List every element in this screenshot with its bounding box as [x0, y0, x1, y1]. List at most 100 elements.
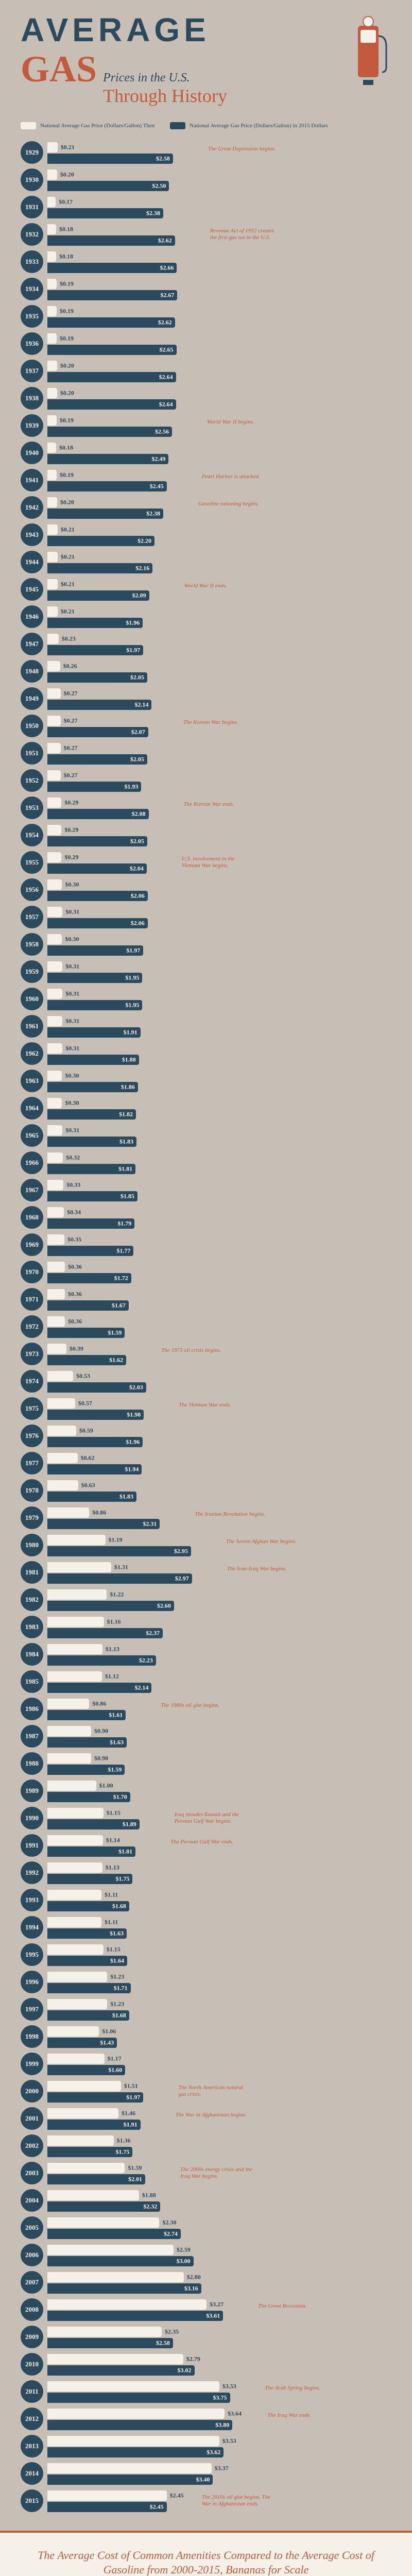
bar-pair: $0.31$2.06 [47, 906, 391, 928]
bar-nominal: $0.31 [47, 1125, 62, 1136]
bar-adjusted: $2.74 [47, 2229, 181, 2239]
bar-adjusted: $2.38 [47, 208, 163, 218]
value-nominal: $0.20 [60, 171, 74, 178]
value-adjusted: $2.16 [135, 564, 149, 572]
value-nominal: $0.26 [63, 662, 77, 670]
bar-nominal: $0.29 [47, 798, 61, 808]
chart-row: 2010$2.79$3.02 [21, 2351, 391, 2377]
value-adjusted: $1.68 [112, 2011, 126, 2019]
value-adjusted: $1.89 [123, 1820, 136, 1828]
value-adjusted: $2.50 [152, 182, 166, 190]
value-nominal: $3.27 [210, 2300, 224, 2308]
value-adjusted: $2.62 [158, 236, 172, 244]
bar-adjusted: $1.93 [47, 782, 141, 792]
value-nominal: $1.15 [107, 1809, 121, 1817]
year-badge: 1947 [21, 633, 43, 655]
value-nominal: $1.06 [102, 2027, 116, 2035]
bar-nominal: $0.33 [47, 1180, 63, 1190]
chart-row: 1934$0.19$2.67 [21, 276, 391, 302]
value-adjusted: $2.45 [150, 2503, 164, 2511]
chart-row: 1946$0.21$1.96 [21, 604, 391, 630]
value-adjusted: $1.94 [125, 1465, 139, 1473]
year-badge: 1939 [21, 414, 43, 437]
bar-adjusted: $1.64 [47, 1956, 127, 1966]
value-adjusted: $2.14 [134, 1684, 148, 1691]
chart-row: 1936 $0.19 $2.65 [21, 331, 391, 357]
value-adjusted: $3.62 [207, 2448, 220, 2456]
bar-adjusted: $2.31 [47, 1519, 160, 1529]
bar-nominal: $0.23 [47, 634, 59, 644]
value-nominal: $0.29 [64, 826, 78, 834]
bar-adjusted: $1.72 [47, 1273, 131, 1283]
bar-pair: $1.23 $1.71 [47, 1971, 391, 1993]
year-badge: 2012 [21, 2408, 43, 2430]
value-nominal: $3.53 [222, 2382, 236, 2390]
value-adjusted: $1.72 [114, 1274, 128, 1282]
bar-adjusted: $2.62 [47, 317, 175, 328]
value-nominal: $1.23 [110, 1973, 124, 1980]
value-nominal: $0.21 [61, 607, 75, 615]
year-badge: 1940 [21, 442, 43, 464]
value-adjusted: $2.67 [160, 291, 174, 299]
bar-adjusted: $1.83 [47, 1492, 136, 1502]
chart-row: 2007$2.80$3.16 [21, 2269, 391, 2295]
bar-pair: $2.79$3.02 [47, 2353, 391, 2376]
bar-nominal: $0.21 [47, 579, 58, 589]
bar-adjusted: $1.63 [47, 1928, 127, 1939]
bar-adjusted: $1.59 [47, 1328, 125, 1338]
year-badge: 1954 [21, 824, 43, 846]
year-badge: 1936 [21, 332, 43, 355]
bar-pair: $1.13$1.75 [47, 1861, 391, 1884]
bar-nominal: $0.90 [47, 1726, 91, 1736]
value-adjusted: $1.71 [114, 1984, 128, 1992]
value-nominal: $0.31 [65, 1044, 79, 1052]
value-adjusted: $1.81 [118, 1848, 132, 1855]
bar-adjusted: $2.50 [47, 181, 169, 191]
value-adjusted: $1.62 [109, 1356, 123, 1364]
callout: Iraq invades Kuwait and the Persian Gulf… [175, 1811, 247, 1825]
bar-adjusted: $1.63 [47, 1737, 127, 1748]
year-badge: 1997 [21, 1998, 43, 2021]
chart-row: 1950$0.27$2.07The Korean War begins. [21, 713, 391, 739]
year-badge: 1935 [21, 305, 43, 328]
bar-adjusted: $2.49 [47, 454, 168, 464]
title-sub: Prices in the U.S. [103, 71, 227, 85]
bar-nominal: $0.18 [47, 224, 56, 234]
year-badge: 1959 [21, 960, 43, 983]
year-badge: 1957 [21, 906, 43, 928]
year-badge: 1953 [21, 796, 43, 819]
value-adjusted: $3.00 [177, 2257, 191, 2265]
callout: The Vietnam War ends. [179, 1402, 231, 1409]
year-badge: 1998 [21, 2025, 43, 2048]
value-nominal: $0.19 [60, 334, 74, 342]
chart-row: 1942$0.20$2.38Gasoline rationing begins. [21, 495, 391, 520]
value-nominal: $0.21 [61, 553, 75, 561]
value-adjusted: $2.14 [134, 701, 148, 708]
chart-row: 1995$1.15$1.64 [21, 1942, 391, 1968]
bar-nominal: $1.88 [47, 2190, 139, 2200]
bar-pair: $1.17$1.60 [47, 2053, 391, 2075]
year-badge: 1973 [21, 1343, 43, 1365]
year-badge: 1964 [21, 1097, 43, 1120]
year-badge: 1965 [21, 1124, 43, 1147]
bar-nominal: $0.20 [47, 497, 57, 507]
year-badge: 1985 [21, 1670, 43, 1693]
year-badge: 2002 [21, 2134, 43, 2157]
callout: The War in Afghanistan begins. [176, 2112, 247, 2119]
chart-row: 2005$2.30$2.74 [21, 2215, 391, 2241]
year-badge: 1960 [21, 988, 43, 1010]
year-badge: 1950 [21, 715, 43, 737]
bar-nominal: $1.13 [47, 1862, 102, 1873]
chart-row: 1989$1.00$1.70 [21, 1778, 391, 1804]
bar-nominal: $0.26 [47, 661, 60, 671]
value-nominal: $0.20 [60, 389, 74, 397]
bar-adjusted: $2.06 [47, 918, 148, 928]
bar-adjusted: $1.94 [47, 1464, 142, 1475]
bar-adjusted: $2.04 [47, 863, 147, 874]
value-nominal: $0.86 [92, 1700, 106, 1707]
bar-adjusted: $2.65 [47, 345, 177, 355]
value-nominal: $0.36 [68, 1317, 82, 1325]
chart-row: 1964$0.30$1.82 [21, 1095, 391, 1121]
value-nominal: $0.30 [65, 1072, 79, 1079]
value-adjusted: $2.05 [130, 673, 144, 681]
